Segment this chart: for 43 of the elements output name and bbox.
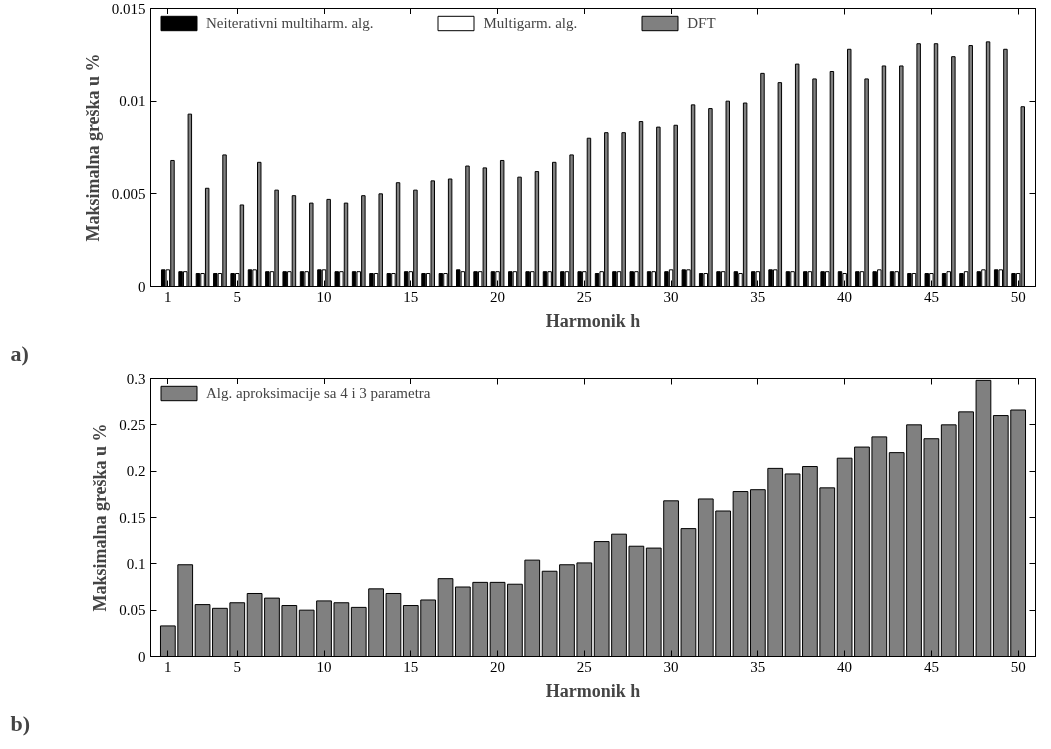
text: a) <box>10 340 29 366</box>
y-tick-label: 0.2 <box>126 463 146 480</box>
x-tick-label: 40 <box>837 658 853 675</box>
legend-label: Alg. aproksimacije sa 4 i 3 parametra <box>206 384 431 402</box>
text: b) <box>10 710 31 736</box>
y-tick-label: 0.005 <box>111 185 146 202</box>
y-tick-label: 0.15 <box>119 509 146 526</box>
y-tick-label: 0.3 <box>126 370 146 387</box>
y-tick-label: 0 <box>138 648 146 665</box>
y-tick-label: 0.01 <box>119 93 146 110</box>
x-tick-label: 10 <box>316 288 332 305</box>
x-tick-label: 1 <box>164 288 172 305</box>
y-tick-label: 0 <box>138 278 146 295</box>
x-tick-label: 25 <box>576 658 592 675</box>
x-tick-label: 5 <box>233 288 242 305</box>
x-tick-label: 20 <box>490 288 506 305</box>
legend-label: Multigarm. alg. <box>483 14 578 32</box>
y-tick-label: 0.1 <box>126 555 146 572</box>
x-tick-label: 45 <box>923 658 939 675</box>
legend-label: DFT <box>687 14 716 32</box>
x-tick-label: 1 <box>164 658 172 675</box>
y-tick-label: 0.05 <box>119 602 146 619</box>
y-tick-label: 0.25 <box>119 416 146 433</box>
x-tick-label: 25 <box>576 288 592 305</box>
x-tick-label: 20 <box>490 658 506 675</box>
x-tick-label: 45 <box>923 288 939 305</box>
x-axis-title: Harmonik h <box>545 310 641 331</box>
x-tick-label: 10 <box>316 658 332 675</box>
x-tick-label: 30 <box>663 288 679 305</box>
x-tick-label: 5 <box>233 658 242 675</box>
x-tick-label: 15 <box>403 288 419 305</box>
y-tick-label: 0.015 <box>111 0 146 17</box>
x-tick-label: 35 <box>750 658 766 675</box>
x-tick-label: 30 <box>663 658 679 675</box>
y-axis-title: Maksimalna greška u % <box>90 423 111 612</box>
x-tick-label: 50 <box>1010 288 1026 305</box>
x-tick-label: 35 <box>750 288 766 305</box>
x-tick-label: 15 <box>403 658 419 675</box>
x-tick-label: 40 <box>837 288 853 305</box>
legend-label: Neiterativni multiharm. alg. <box>206 14 374 32</box>
y-axis-title: Maksimalna greška u % <box>82 53 103 242</box>
x-axis-title: Harmonik h <box>545 680 641 701</box>
x-tick-label: 50 <box>1010 658 1026 675</box>
